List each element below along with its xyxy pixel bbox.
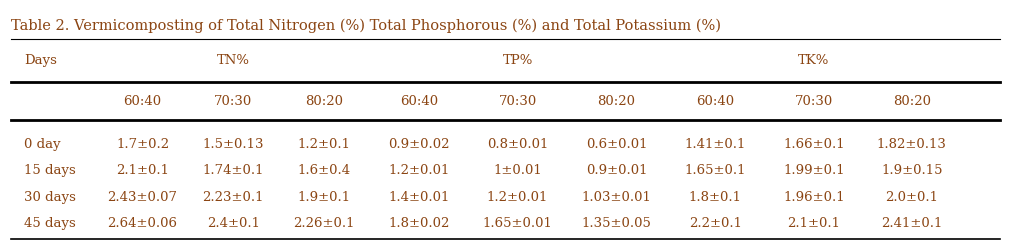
Text: 30 days: 30 days bbox=[24, 191, 76, 204]
Text: 0 day: 0 day bbox=[24, 138, 61, 151]
Text: 2.2±0.1: 2.2±0.1 bbox=[688, 217, 742, 230]
Text: 2.1±0.1: 2.1±0.1 bbox=[788, 217, 840, 230]
Text: 0.9±0.02: 0.9±0.02 bbox=[388, 138, 450, 151]
Text: TN%: TN% bbox=[216, 54, 250, 67]
Text: 15 days: 15 days bbox=[24, 164, 76, 177]
Text: 1.41±0.1: 1.41±0.1 bbox=[684, 138, 746, 151]
Text: 0.8±0.01: 0.8±0.01 bbox=[487, 138, 548, 151]
Text: 1±0.01: 1±0.01 bbox=[493, 164, 542, 177]
Text: 2.23±0.1: 2.23±0.1 bbox=[202, 191, 264, 204]
Text: 80:20: 80:20 bbox=[305, 95, 343, 108]
Text: 80:20: 80:20 bbox=[598, 95, 635, 108]
Text: 1.82±0.13: 1.82±0.13 bbox=[877, 138, 946, 151]
Text: 1.2±0.01: 1.2±0.01 bbox=[487, 191, 548, 204]
Text: Days: Days bbox=[24, 54, 57, 67]
Text: 1.03±0.01: 1.03±0.01 bbox=[581, 191, 651, 204]
Text: 1.99±0.1: 1.99±0.1 bbox=[784, 164, 845, 177]
Text: 1.35±0.05: 1.35±0.05 bbox=[581, 217, 651, 230]
Text: 60:40: 60:40 bbox=[697, 95, 734, 108]
Text: 1.96±0.1: 1.96±0.1 bbox=[784, 191, 845, 204]
Text: 2.43±0.07: 2.43±0.07 bbox=[107, 191, 178, 204]
Text: 0.9±0.01: 0.9±0.01 bbox=[585, 164, 647, 177]
Text: 0.6±0.01: 0.6±0.01 bbox=[585, 138, 647, 151]
Text: 2.26±0.1: 2.26±0.1 bbox=[293, 217, 355, 230]
Text: 2.41±0.1: 2.41±0.1 bbox=[882, 217, 942, 230]
Text: 70:30: 70:30 bbox=[795, 95, 833, 108]
Text: 1.65±0.1: 1.65±0.1 bbox=[684, 164, 746, 177]
Text: 2.0±0.1: 2.0±0.1 bbox=[886, 191, 938, 204]
Text: 1.66±0.1: 1.66±0.1 bbox=[784, 138, 845, 151]
Text: 1.8±0.1: 1.8±0.1 bbox=[688, 191, 742, 204]
Text: 1.65±0.01: 1.65±0.01 bbox=[482, 217, 553, 230]
Text: TK%: TK% bbox=[798, 54, 829, 67]
Text: Table 2. Vermicomposting of Total Nitrogen (%) Total Phosphorous (%) and Total P: Table 2. Vermicomposting of Total Nitrog… bbox=[11, 18, 722, 33]
Text: 1.2±0.01: 1.2±0.01 bbox=[388, 164, 450, 177]
Text: 80:20: 80:20 bbox=[893, 95, 931, 108]
Text: 60:40: 60:40 bbox=[123, 95, 162, 108]
Text: 70:30: 70:30 bbox=[498, 95, 537, 108]
Text: 1.7±0.2: 1.7±0.2 bbox=[116, 138, 169, 151]
Text: 2.4±0.1: 2.4±0.1 bbox=[207, 217, 260, 230]
Text: 2.1±0.1: 2.1±0.1 bbox=[116, 164, 169, 177]
Text: 45 days: 45 days bbox=[24, 217, 76, 230]
Text: 60:40: 60:40 bbox=[399, 95, 438, 108]
Text: 1.74±0.1: 1.74±0.1 bbox=[202, 164, 264, 177]
Text: 1.8±0.02: 1.8±0.02 bbox=[388, 217, 450, 230]
Text: 1.9±0.15: 1.9±0.15 bbox=[881, 164, 942, 177]
Text: 1.4±0.01: 1.4±0.01 bbox=[388, 191, 450, 204]
Text: TP%: TP% bbox=[502, 54, 533, 67]
Text: 1.5±0.13: 1.5±0.13 bbox=[202, 138, 264, 151]
Text: 1.6±0.4: 1.6±0.4 bbox=[297, 164, 351, 177]
Text: 2.64±0.06: 2.64±0.06 bbox=[107, 217, 178, 230]
Text: 1.9±0.1: 1.9±0.1 bbox=[297, 191, 351, 204]
Text: 70:30: 70:30 bbox=[214, 95, 253, 108]
Text: 1.2±0.1: 1.2±0.1 bbox=[297, 138, 351, 151]
